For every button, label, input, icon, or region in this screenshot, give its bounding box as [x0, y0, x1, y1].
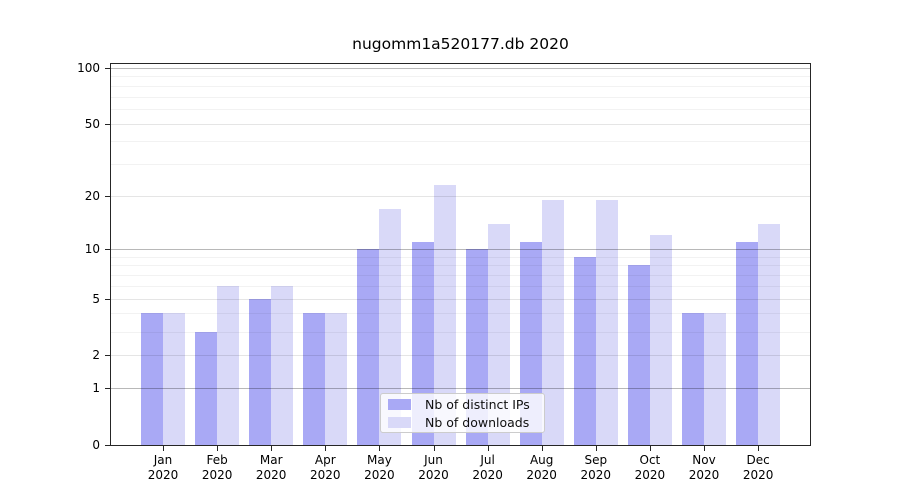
- gridline-20: [111, 196, 810, 198]
- y-tick-label-5: 5: [92, 291, 100, 306]
- gridline-9: [111, 256, 810, 258]
- y-tick-label-0: 0: [92, 438, 100, 452]
- gridline-1: [111, 388, 810, 390]
- mar-downloads-bar: [271, 285, 294, 445]
- gridline-4: [111, 313, 810, 315]
- gridline-30: [111, 164, 810, 166]
- gridline-60: [111, 108, 810, 110]
- gridline-5: [111, 298, 810, 300]
- jan-downloads-bar: [163, 313, 185, 445]
- gridline-7: [111, 275, 810, 276]
- x-tick-label-dec: Dec 2020: [742, 453, 774, 482]
- y-tick-label-20: 20: [84, 189, 100, 204]
- y-tick-label-2: 2: [92, 348, 100, 363]
- gridline-6: [111, 285, 810, 287]
- apr-ips-bar: [303, 313, 326, 445]
- jul-downloads-bar: [487, 223, 510, 445]
- x-tick-label-sep: Sep 2020: [580, 453, 612, 482]
- x-tick-jun: [433, 445, 435, 451]
- x-tick-mar: [271, 445, 273, 451]
- jun-downloads-bar: [433, 185, 456, 445]
- y-tick-50: [105, 123, 111, 125]
- legend: Nb of distinct IPs Nb of downloads: [380, 393, 545, 433]
- feb-downloads-bar: [217, 285, 240, 445]
- oct-ips-bar: [627, 265, 650, 445]
- aug-downloads-bar: [541, 200, 564, 445]
- jan-ips-bar: [141, 313, 163, 445]
- y-tick-10: [105, 249, 111, 250]
- y-tick-label-10: 10: [84, 242, 100, 256]
- dec-ips-bar: [736, 241, 759, 445]
- dec-downloads-bar: [758, 223, 781, 445]
- x-tick-may: [379, 445, 381, 451]
- x-tick-label-jan: Jan 2020: [147, 453, 179, 482]
- gridline-8: [111, 265, 810, 267]
- x-tick-jan: [163, 445, 164, 451]
- legend-label-downloads: Nb of downloads: [425, 414, 530, 430]
- left-spine: [110, 63, 111, 446]
- nov-ips-bar: [682, 313, 704, 445]
- legend-item-distinct-ips: Nb of distinct IPs: [388, 397, 537, 412]
- gridline-10: [111, 249, 810, 250]
- distinct-ips-swatch: [388, 398, 411, 410]
- x-tick-label-mar: Mar 2020: [255, 453, 287, 482]
- sep-downloads-bar: [595, 200, 618, 445]
- x-tick-nov: [704, 445, 705, 451]
- apr-downloads-bar: [325, 313, 348, 445]
- y-tick-1: [105, 388, 111, 390]
- y-tick-20: [105, 196, 111, 198]
- gridline-2: [111, 355, 810, 357]
- x-tick-label-jul: Jul 2020: [472, 453, 503, 482]
- top-spine: [110, 63, 811, 64]
- x-tick-label-oct: Oct 2020: [634, 453, 666, 482]
- x-tick-feb: [217, 445, 219, 451]
- x-tick-label-may: May 2020: [364, 453, 395, 482]
- y-tick-0: [105, 445, 111, 446]
- x-tick-label-jun: Jun 2020: [418, 453, 449, 482]
- gridline-50: [111, 123, 810, 125]
- bottom-spine: [110, 445, 811, 446]
- y-tick-label-100: 100: [77, 60, 100, 75]
- y-tick-2: [105, 355, 111, 357]
- gridline-3: [111, 331, 810, 333]
- x-tick-label-feb: Feb 2020: [201, 453, 233, 482]
- gridline-100: [111, 67, 810, 69]
- feb-ips-bar: [195, 331, 218, 445]
- gridline-40: [111, 141, 810, 143]
- downloads-swatch: [388, 416, 411, 428]
- x-tick-aug: [541, 445, 543, 451]
- gridline-80: [111, 85, 810, 87]
- x-tick-oct: [649, 445, 651, 451]
- gridline-90: [111, 76, 810, 78]
- y-tick-5: [105, 298, 111, 300]
- x-tick-jul: [487, 445, 489, 451]
- nov-downloads-bar: [704, 313, 726, 445]
- chart-title: nugomm1a520177.db 2020: [352, 35, 569, 53]
- may-ips-bar: [357, 249, 380, 445]
- x-tick-dec: [758, 445, 760, 451]
- sep-ips-bar: [573, 256, 596, 445]
- oct-downloads-bar: [649, 235, 672, 445]
- x-tick-label-nov: Nov 2020: [688, 453, 720, 482]
- y-tick-label-50: 50: [84, 116, 100, 131]
- x-tick-sep: [595, 445, 597, 451]
- x-tick-label-apr: Apr 2020: [310, 453, 341, 482]
- legend-item-downloads: Nb of downloads: [388, 415, 537, 430]
- y-tick-100: [105, 67, 111, 69]
- y-tick-label-1: 1: [92, 381, 100, 396]
- x-tick-apr: [325, 445, 327, 451]
- plot-area: [111, 63, 810, 445]
- mar-ips-bar: [249, 298, 272, 445]
- legend-label-distinct-ips: Nb of distinct IPs: [425, 396, 530, 412]
- right-spine: [810, 63, 811, 446]
- gridline-70: [111, 96, 810, 98]
- may-downloads-bar: [379, 208, 402, 445]
- x-tick-label-aug: Aug 2020: [526, 453, 557, 482]
